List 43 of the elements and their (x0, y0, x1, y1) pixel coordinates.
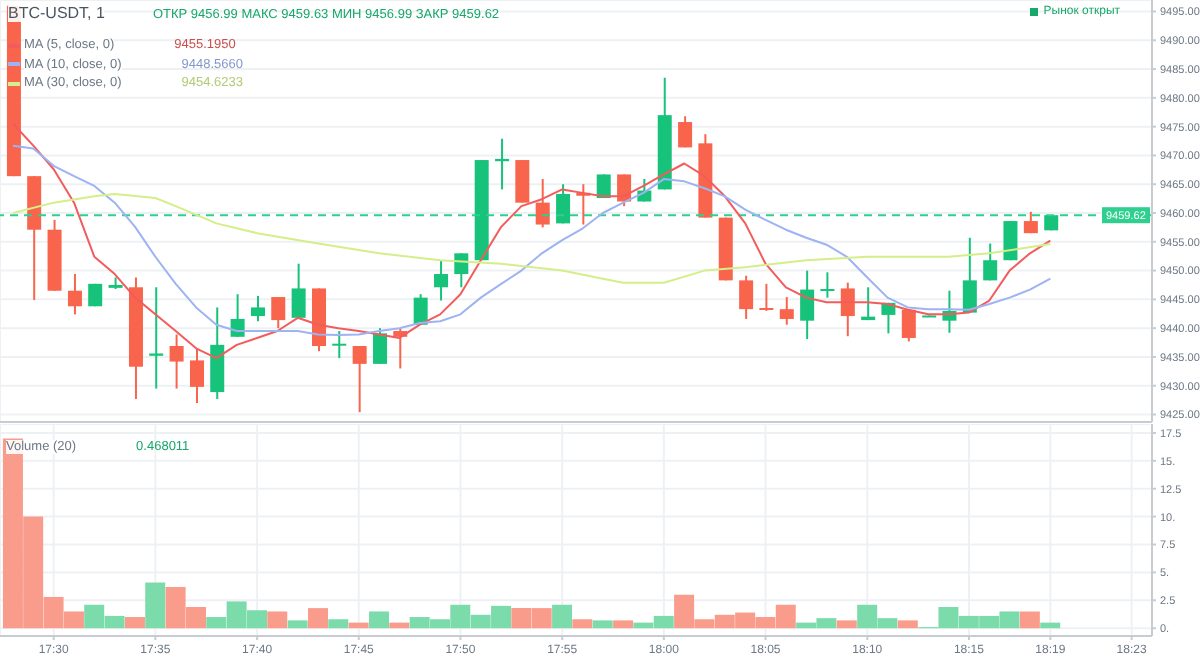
bar (328, 619, 349, 629)
candlestick (373, 327, 388, 365)
candlestick (901, 308, 916, 343)
candlestick (67, 273, 82, 316)
candlestick (535, 178, 550, 229)
candlestick (515, 159, 530, 204)
candlestick (800, 269, 815, 341)
candlestick (413, 293, 428, 326)
candlestick (434, 259, 449, 302)
candlestick (149, 286, 164, 390)
candlestick (271, 296, 286, 330)
bar (897, 620, 918, 629)
candlestick (983, 242, 998, 282)
bar (552, 604, 573, 629)
bar (613, 620, 634, 629)
candlestick (962, 236, 977, 314)
line-series (12, 193, 1052, 284)
bar (572, 619, 593, 629)
bar (369, 611, 390, 629)
candlestick (352, 345, 367, 414)
candlestick (820, 271, 835, 299)
candlestick (169, 333, 184, 390)
candlestick (230, 293, 245, 338)
bar (836, 620, 857, 629)
bar (592, 620, 613, 629)
bar (124, 617, 145, 629)
candlestick (210, 306, 225, 400)
candlestick (251, 294, 265, 323)
candlestick (779, 296, 794, 326)
candlestick (454, 252, 469, 289)
candlestick (332, 330, 347, 360)
candlestick (759, 282, 774, 312)
bar (267, 611, 288, 629)
candlestick (189, 347, 204, 404)
bar (308, 608, 329, 629)
candlestick (291, 262, 306, 319)
bar (145, 582, 166, 629)
candlestick (678, 115, 693, 149)
candlestick (840, 281, 855, 338)
bar (287, 620, 308, 629)
chart-title: BTC-USDT, 1 (8, 4, 105, 22)
candlestick (739, 274, 754, 320)
bar (1019, 611, 1040, 629)
